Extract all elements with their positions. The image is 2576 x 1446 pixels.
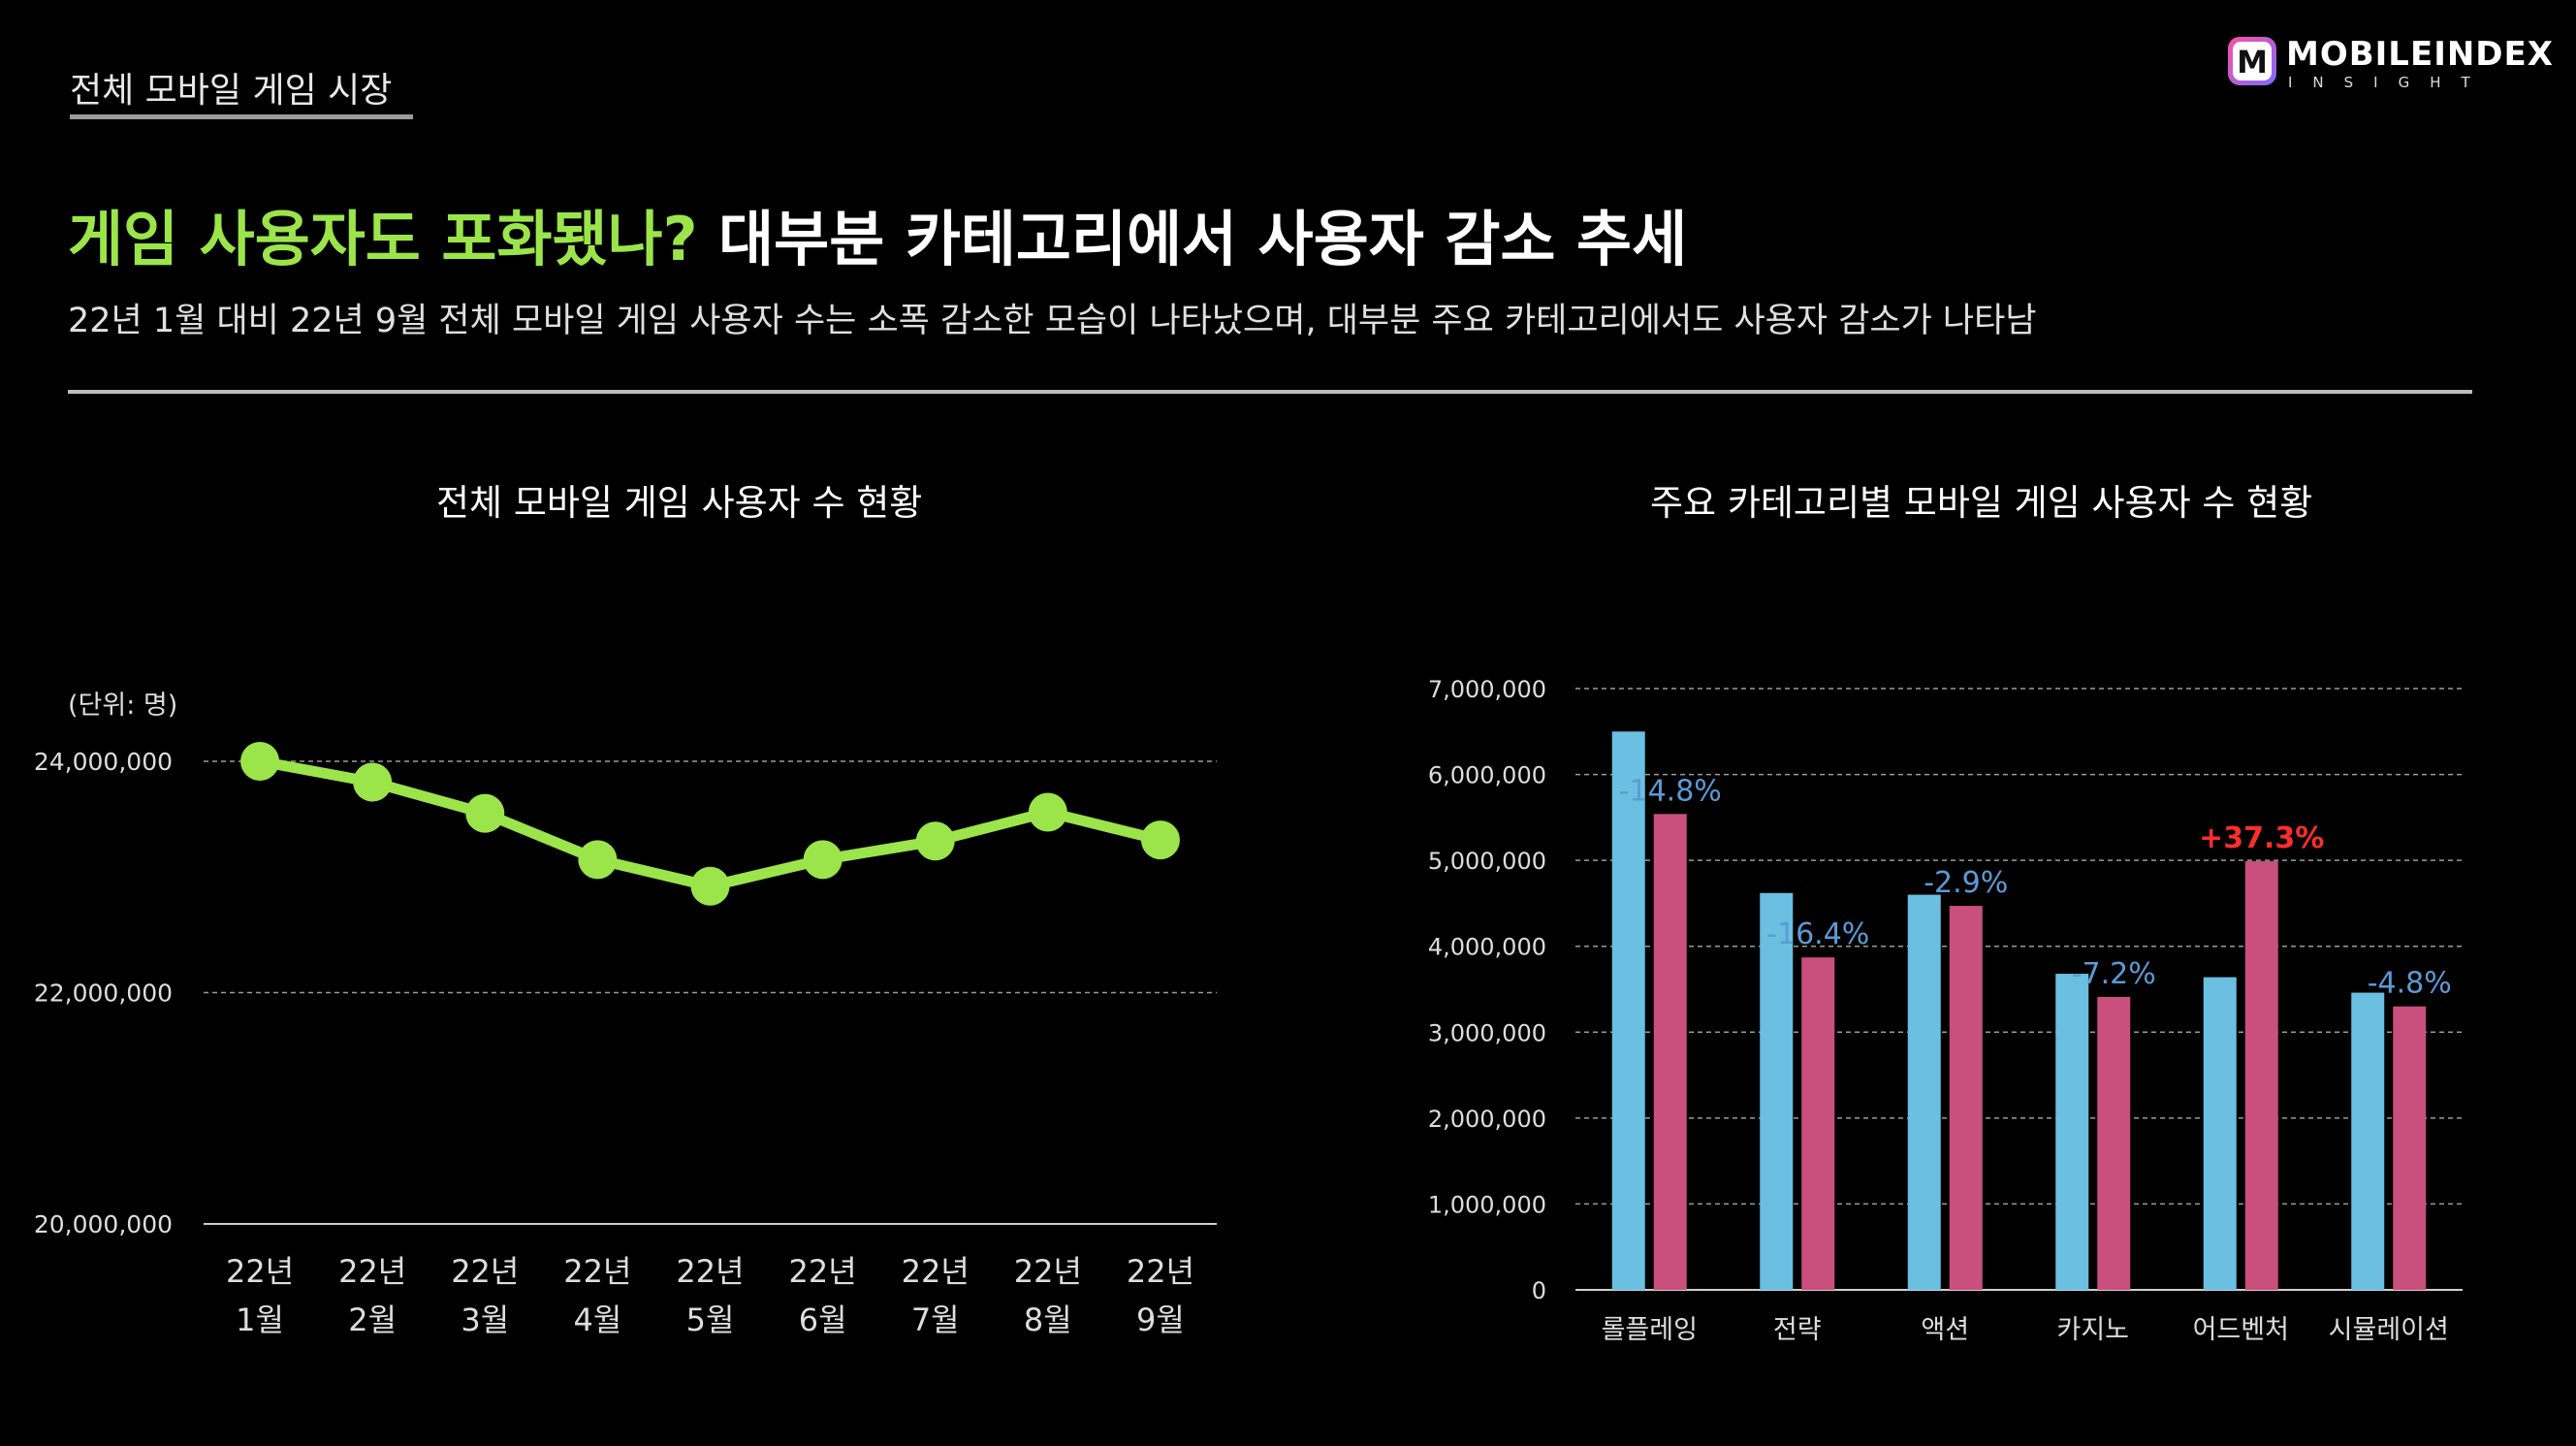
x-tick-label-month: 3월 [461,1301,509,1338]
bar-series-2 [1801,957,1835,1290]
bar-series-2 [2097,996,2131,1290]
bar-series-2 [2393,1006,2427,1290]
x-tick-label-year: 22년 [902,1253,970,1290]
logo-mark-letter: M [2233,42,2272,80]
bar-series-2 [1949,906,1983,1290]
x-tick-label-year: 22년 [451,1253,519,1290]
change-label: -2.9% [1924,866,2008,900]
bar-series-1 [1760,892,1794,1290]
data-point [1028,792,1067,832]
x-tick-label-year: 22년 [1127,1253,1194,1290]
x-tick-label: 롤플레잉 [1602,1315,1698,1345]
y-tick-label: 24,000,000 [34,748,173,776]
x-tick-label-month: 1월 [236,1301,284,1338]
change-label: -14.8% [1619,774,1722,808]
bar-chart: 0 1,000,000 2,000,000 3,000,000 4,000,000 5,0… [1428,676,2463,1345]
y-tick-label: 22,000,000 [34,980,173,1008]
x-tick-label-month: 8월 [1024,1301,1072,1338]
bar-series-2 [2244,861,2278,1290]
logo-mark-icon: M [2228,37,2276,85]
x-tick-label: 전략 [1773,1315,1822,1345]
bar-series-1 [2351,992,2385,1290]
y-tick-label: 5,000,000 [1428,848,1546,875]
x-tick-label: 액션 [1921,1315,1969,1345]
x-tick-label-month: 9월 [1136,1301,1185,1338]
y-tick-label: 4,000,000 [1428,934,1546,961]
x-tick-label-year: 22년 [338,1253,406,1290]
data-point [353,762,393,802]
section-tag-underline [70,114,413,119]
x-tick-label-month: 5월 [686,1301,735,1338]
bar-chart-title: 주요 카테고리별 모바일 게임 사용자 수 현황 [1650,482,2313,524]
x-tick-label-year: 22년 [789,1253,857,1290]
headline-highlight: 게임 사용자도 포화됐나? [68,204,698,274]
bar-series-1 [2055,974,2089,1290]
header-divider [68,390,2472,394]
x-tick-label-month: 2월 [348,1301,397,1338]
bar-series-2 [1653,814,1687,1290]
change-label: -4.8% [2368,967,2452,1001]
data-point [465,793,505,833]
data-point [803,840,843,880]
y-tick-label: 6,000,000 [1428,762,1546,789]
x-tick-label-month: 4월 [573,1301,621,1338]
x-tick-label: 시뮬레이션 [2329,1315,2449,1345]
x-tick-label-month: 6월 [799,1301,847,1338]
x-tick-label-month: 7월 [911,1301,960,1338]
headline-rest: 대부분 카테고리에서 사용자 감소 추세 [718,204,1688,274]
headline: 게임 사용자도 포화됐나? 대부분 카테고리에서 사용자 감소 추세 [68,190,1687,277]
unit-label: (단위: 명) [68,691,177,721]
section-tag: 전체 모바일 게임 시장 [70,71,393,111]
line-chart-title: 전체 모바일 게임 사용자 수 현황 [436,482,923,524]
data-point [690,866,730,906]
y-tick-label: 7,000,000 [1428,676,1546,703]
change-label: +37.3% [2199,821,2324,855]
data-point [240,742,280,781]
x-tick-label: 카지노 [2056,1315,2129,1345]
y-tick-label: 20,000,000 [34,1210,173,1238]
y-tick-label: 0 [1532,1277,1546,1304]
bar-series-1 [1611,731,1645,1290]
x-tick-label-year: 22년 [226,1253,294,1290]
bar-series-1 [2203,977,2237,1290]
x-tick-label-year: 22년 [676,1253,744,1290]
data-point [578,840,618,880]
x-tick-label-year: 22년 [1014,1253,1082,1290]
y-tick-label: 3,000,000 [1428,1019,1546,1046]
y-tick-label: 2,000,000 [1428,1106,1546,1133]
change-label: -7.2% [2072,957,2156,991]
y-tick-label: 1,000,000 [1428,1191,1546,1218]
x-tick-label-year: 22년 [563,1253,631,1290]
subhead: 22년 1월 대비 22년 9월 전체 모바일 게임 사용자 수는 소폭 감소한… [68,302,2037,340]
change-label: -16.4% [1766,917,1869,951]
mobileindex-logo: M MOBILEINDEX INSIGHT [2228,35,2553,93]
logo-main-text: MOBILEINDEX [2286,35,2554,74]
data-point [915,821,955,861]
logo-sub-text: INSIGHT [2288,74,2491,91]
data-point [1140,820,1180,860]
bar-series-1 [1907,894,1941,1290]
x-tick-label: 어드벤처 [2193,1315,2289,1345]
line-chart: (단위: 명) 20,000,000 22,000,000 24,000,000 22년… [34,691,1217,1338]
